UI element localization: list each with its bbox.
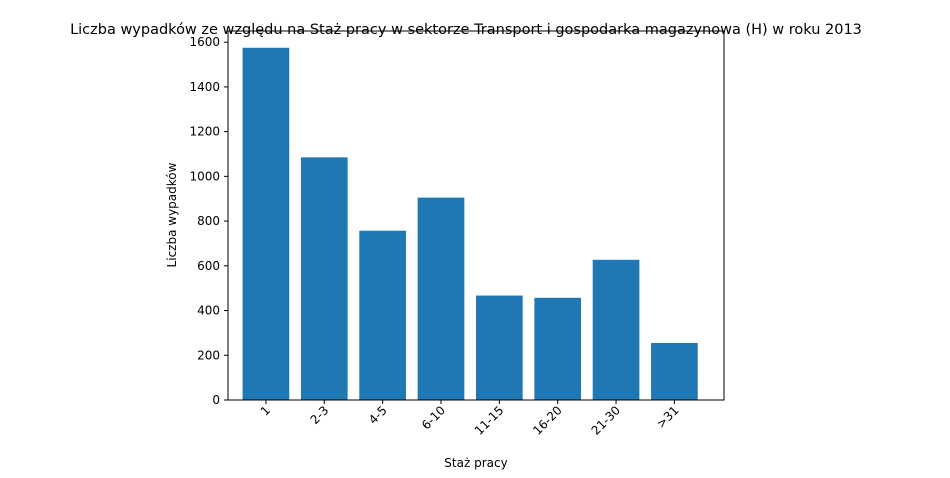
x-tick-label: >31 [654, 403, 682, 431]
plot-frame [227, 30, 725, 401]
x-tick-label: 1 [258, 403, 273, 418]
y-tick-label: 1600 [189, 35, 220, 49]
bar-11-15 [476, 295, 523, 400]
x-tick-label: 2-3 [308, 403, 332, 427]
y-tick-label: 400 [197, 304, 220, 318]
bar-4-5 [359, 230, 406, 400]
bar-1 [242, 47, 290, 400]
y-tick-label: 800 [197, 214, 220, 228]
bar-2-3 [300, 157, 348, 400]
chart-title: Liczba wypadków ze względu na Staż pracy… [70, 22, 862, 38]
x-tick-label: 6-10 [419, 403, 448, 432]
y-tick-label: 0 [212, 393, 220, 407]
bar-6-10 [417, 197, 465, 400]
bar-21-30 [592, 259, 640, 400]
bars-group [242, 47, 698, 400]
bar->31 [651, 342, 698, 400]
x-tick-label: 4-5 [366, 403, 390, 427]
y-tick-label: 1200 [189, 125, 220, 139]
bar-16-20 [534, 297, 582, 400]
y-tick-label: 1000 [189, 169, 220, 183]
y-tick-label: 200 [197, 348, 220, 362]
x-tick-label: 16-20 [530, 403, 565, 438]
x-axis: 1 2-3 4-5 6-10 11-15 16-20 21-30 >31 [258, 400, 682, 438]
y-axis-label: Liczba wypadków [165, 162, 179, 267]
y-tick-label: 600 [197, 259, 220, 273]
x-tick-label: 11-15 [472, 403, 507, 438]
y-tick-label: 1400 [189, 80, 220, 94]
y-axis: 0 200 400 600 800 1000 1200 1400 1600 [189, 35, 228, 407]
x-axis-label: Staż pracy [444, 456, 507, 470]
x-tick-label: 21-30 [589, 403, 624, 438]
